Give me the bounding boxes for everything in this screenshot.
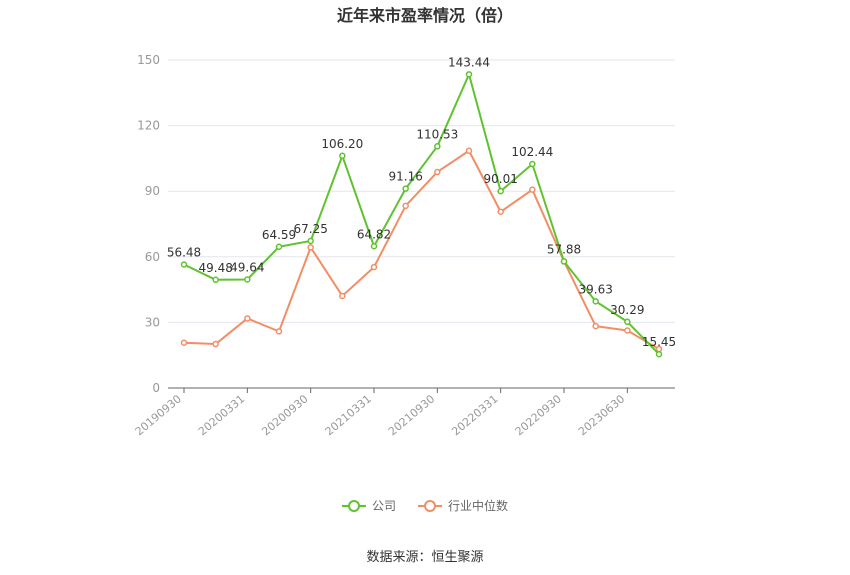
- x-tick-label: 20190930: [133, 392, 184, 438]
- industry-median-data-point: [244, 315, 251, 322]
- company-data-label: 64.59: [262, 228, 296, 242]
- data-source: 数据来源：恒生聚源: [366, 550, 484, 565]
- industry-median-data-point: [465, 147, 473, 154]
- industry-median-data-point: [370, 263, 378, 271]
- company-data-point: [655, 350, 663, 358]
- y-tick-label: 60: [145, 250, 160, 264]
- industry-median-data-point: [402, 202, 409, 210]
- series-lines: [180, 71, 663, 358]
- x-tick-label: 20210930: [386, 392, 437, 438]
- company-data-label: 110.53: [416, 127, 458, 141]
- company-data-point: [529, 160, 536, 168]
- line-chart: 0 30 60 90 120 150 20190930 20200331 20200930 202…: [133, 53, 677, 438]
- company-data-point: [402, 185, 409, 192]
- industry-median-data-point: [212, 340, 219, 348]
- company-data-label: 106.20: [321, 137, 363, 151]
- industry-median-data-point: [339, 292, 346, 300]
- x-tick-label: 20220930: [513, 392, 564, 438]
- legend-company-marker-icon: [341, 499, 366, 513]
- industry-median-data-point: [434, 168, 441, 176]
- company-data-point: [339, 152, 346, 160]
- company-data-point: [275, 243, 283, 251]
- industry-median-data-point: [592, 322, 599, 330]
- company-data-label: 67.25: [293, 222, 327, 236]
- company-data-point: [307, 237, 314, 245]
- company-data-label: 39.63: [578, 282, 612, 296]
- company-data-label: 102.44: [511, 145, 553, 159]
- industry-median-data-point: [624, 327, 631, 334]
- y-tick-label: 30: [145, 315, 160, 329]
- company-data-label: 49.64: [230, 260, 264, 274]
- x-tick-label: 20200930: [259, 392, 310, 438]
- legend-industry-marker-icon: [418, 499, 442, 513]
- company-data-point: [624, 318, 631, 326]
- company-data-label: 15.45: [642, 335, 676, 349]
- x-tick-label: 20220331: [449, 392, 500, 438]
- industry-median-data-point: [307, 244, 314, 251]
- company-data-label: 64.82: [357, 227, 391, 241]
- y-tick-label: 90: [145, 184, 160, 198]
- industry-median-data-point: [497, 208, 504, 216]
- company-data-label: 49.48: [198, 261, 232, 275]
- company-data-point: [497, 187, 504, 195]
- company-data-label: 91.16: [388, 170, 422, 184]
- y-tick-label: 0: [152, 381, 160, 395]
- company-data-point: [244, 276, 251, 283]
- y-tick-label: 120: [137, 119, 160, 133]
- company-data-point: [180, 261, 188, 268]
- grid-lines: [168, 59, 675, 323]
- x-tick-label: 20230630: [576, 392, 627, 438]
- industry-median-data-point: [275, 328, 283, 335]
- legend: 公司 行业中位数: [0, 497, 850, 514]
- legend-industry-label: 行业中位数: [448, 499, 509, 513]
- axes: 0 30 60 90 120 150 20190930 20200331 20200930 202…: [133, 53, 675, 438]
- legend-company-label: 公司: [371, 499, 396, 513]
- company-data-point: [592, 298, 599, 305]
- industry-median-series-line: [183, 149, 660, 350]
- company-data-point: [212, 276, 219, 284]
- legend-item-industry-median[interactable]: 行业中位数: [418, 497, 508, 514]
- industry-median-data-point: [180, 339, 188, 346]
- chart-title: 近年来市盈率情况（倍）: [336, 6, 513, 25]
- company-data-label: 57.88: [547, 242, 581, 256]
- company-data-point: [370, 243, 378, 250]
- company-data-label: 30.29: [610, 303, 644, 317]
- company-data-label: 56.48: [167, 245, 201, 259]
- y-tick-label: 150: [137, 53, 160, 67]
- legend-item-company[interactable]: 公司: [341, 497, 396, 514]
- x-tick-label: 20200331: [196, 392, 247, 438]
- company-data-label: 143.44: [448, 55, 490, 69]
- company-data-point: [560, 258, 568, 265]
- company-data-label: 90.01: [483, 172, 517, 186]
- company-data-point: [434, 143, 441, 150]
- company-data-point: [465, 71, 473, 78]
- x-tick-label: 20210331: [323, 392, 374, 438]
- industry-median-data-point: [529, 186, 536, 193]
- company-series-line: [183, 73, 660, 355]
